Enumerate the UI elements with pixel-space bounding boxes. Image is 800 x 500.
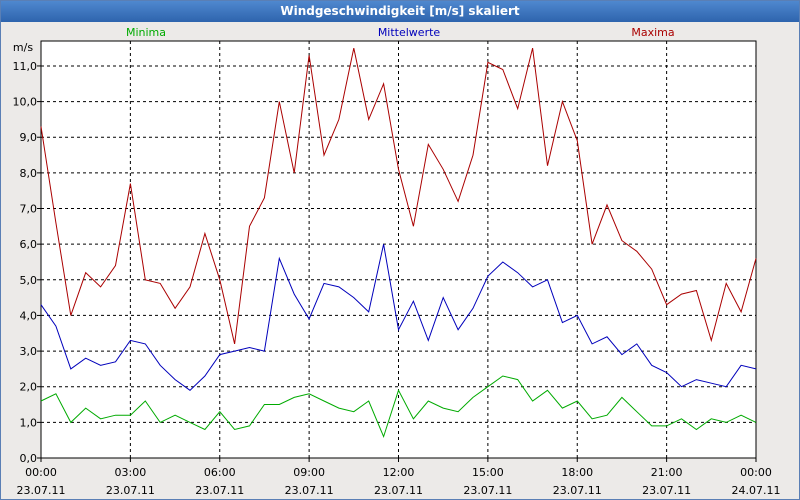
y-tick-label: 5,0 bbox=[20, 274, 38, 287]
x-tick-time: 12:00 bbox=[383, 466, 415, 479]
x-tick-time: 03:00 bbox=[115, 466, 147, 479]
x-tick-time: 06:00 bbox=[204, 466, 236, 479]
x-tick-time: 09:00 bbox=[293, 466, 325, 479]
y-tick-label: 10,0 bbox=[13, 96, 38, 109]
x-tick-date: 23.07.11 bbox=[195, 484, 244, 497]
x-tick-date: 23.07.11 bbox=[17, 484, 66, 497]
y-tick-label: 11,0 bbox=[13, 60, 38, 73]
y-tick-label: 1,0 bbox=[20, 416, 38, 429]
plot-area bbox=[40, 40, 757, 459]
legend-mittelwerte: Mittelwerte bbox=[378, 26, 441, 39]
x-tick-date: 23.07.11 bbox=[463, 484, 512, 497]
x-tick-time: 00:00 bbox=[25, 466, 57, 479]
y-tick-label: 8,0 bbox=[20, 167, 38, 180]
series-line-minima bbox=[40, 375, 757, 439]
x-tick-date: 23.07.11 bbox=[285, 484, 334, 497]
x-axis-ticks: 00:00 23.07.11 03:00 23.07.11 06:00 23.07.11 0… bbox=[17, 458, 781, 497]
y-tick-label: 6,0 bbox=[20, 238, 38, 251]
x-tick-time: 18:00 bbox=[561, 466, 593, 479]
y-tick-label: 4,0 bbox=[20, 309, 38, 322]
y-tick-label: 3,0 bbox=[20, 345, 38, 358]
y-tick-label: 0,0 bbox=[20, 452, 38, 465]
y-axis-ticks: 0,0 1,0 2,0 3,0 4,0 5,0 6,0 7,0 8,0 9,0 10,0 11,0 bbox=[13, 60, 41, 465]
y-tick-label: 2,0 bbox=[20, 381, 38, 394]
y-tick-label: 7,0 bbox=[20, 203, 38, 216]
x-tick-time: 15:00 bbox=[472, 466, 504, 479]
series-line-mittelwerte bbox=[40, 244, 757, 391]
x-tick-time: 21:00 bbox=[651, 466, 683, 479]
x-tick-date: 24.07.11 bbox=[732, 484, 781, 497]
y-tick-label: 9,0 bbox=[20, 131, 38, 144]
x-tick-date: 23.07.11 bbox=[374, 484, 423, 497]
x-tick-date: 23.07.11 bbox=[553, 484, 602, 497]
x-tick-time: 00:00 bbox=[740, 466, 772, 479]
legend-minima: Minima bbox=[126, 26, 166, 39]
wind-speed-chart: 0,0 1,0 2,0 3,0 4,0 5,0 6,0 7,0 8,0 9,0 10,0 11,0 0… bbox=[13, 26, 781, 497]
y-axis-label: m/s bbox=[13, 41, 33, 54]
x-tick-date: 23.07.11 bbox=[106, 484, 155, 497]
data-series bbox=[40, 47, 757, 439]
series-line-maxima bbox=[40, 47, 757, 345]
legend-maxima: Maxima bbox=[631, 26, 674, 39]
window-title: Windgeschwindigkeit [m/s] skaliert bbox=[1, 1, 799, 22]
x-tick-date: 23.07.11 bbox=[642, 484, 691, 497]
grid-lines bbox=[41, 41, 756, 458]
